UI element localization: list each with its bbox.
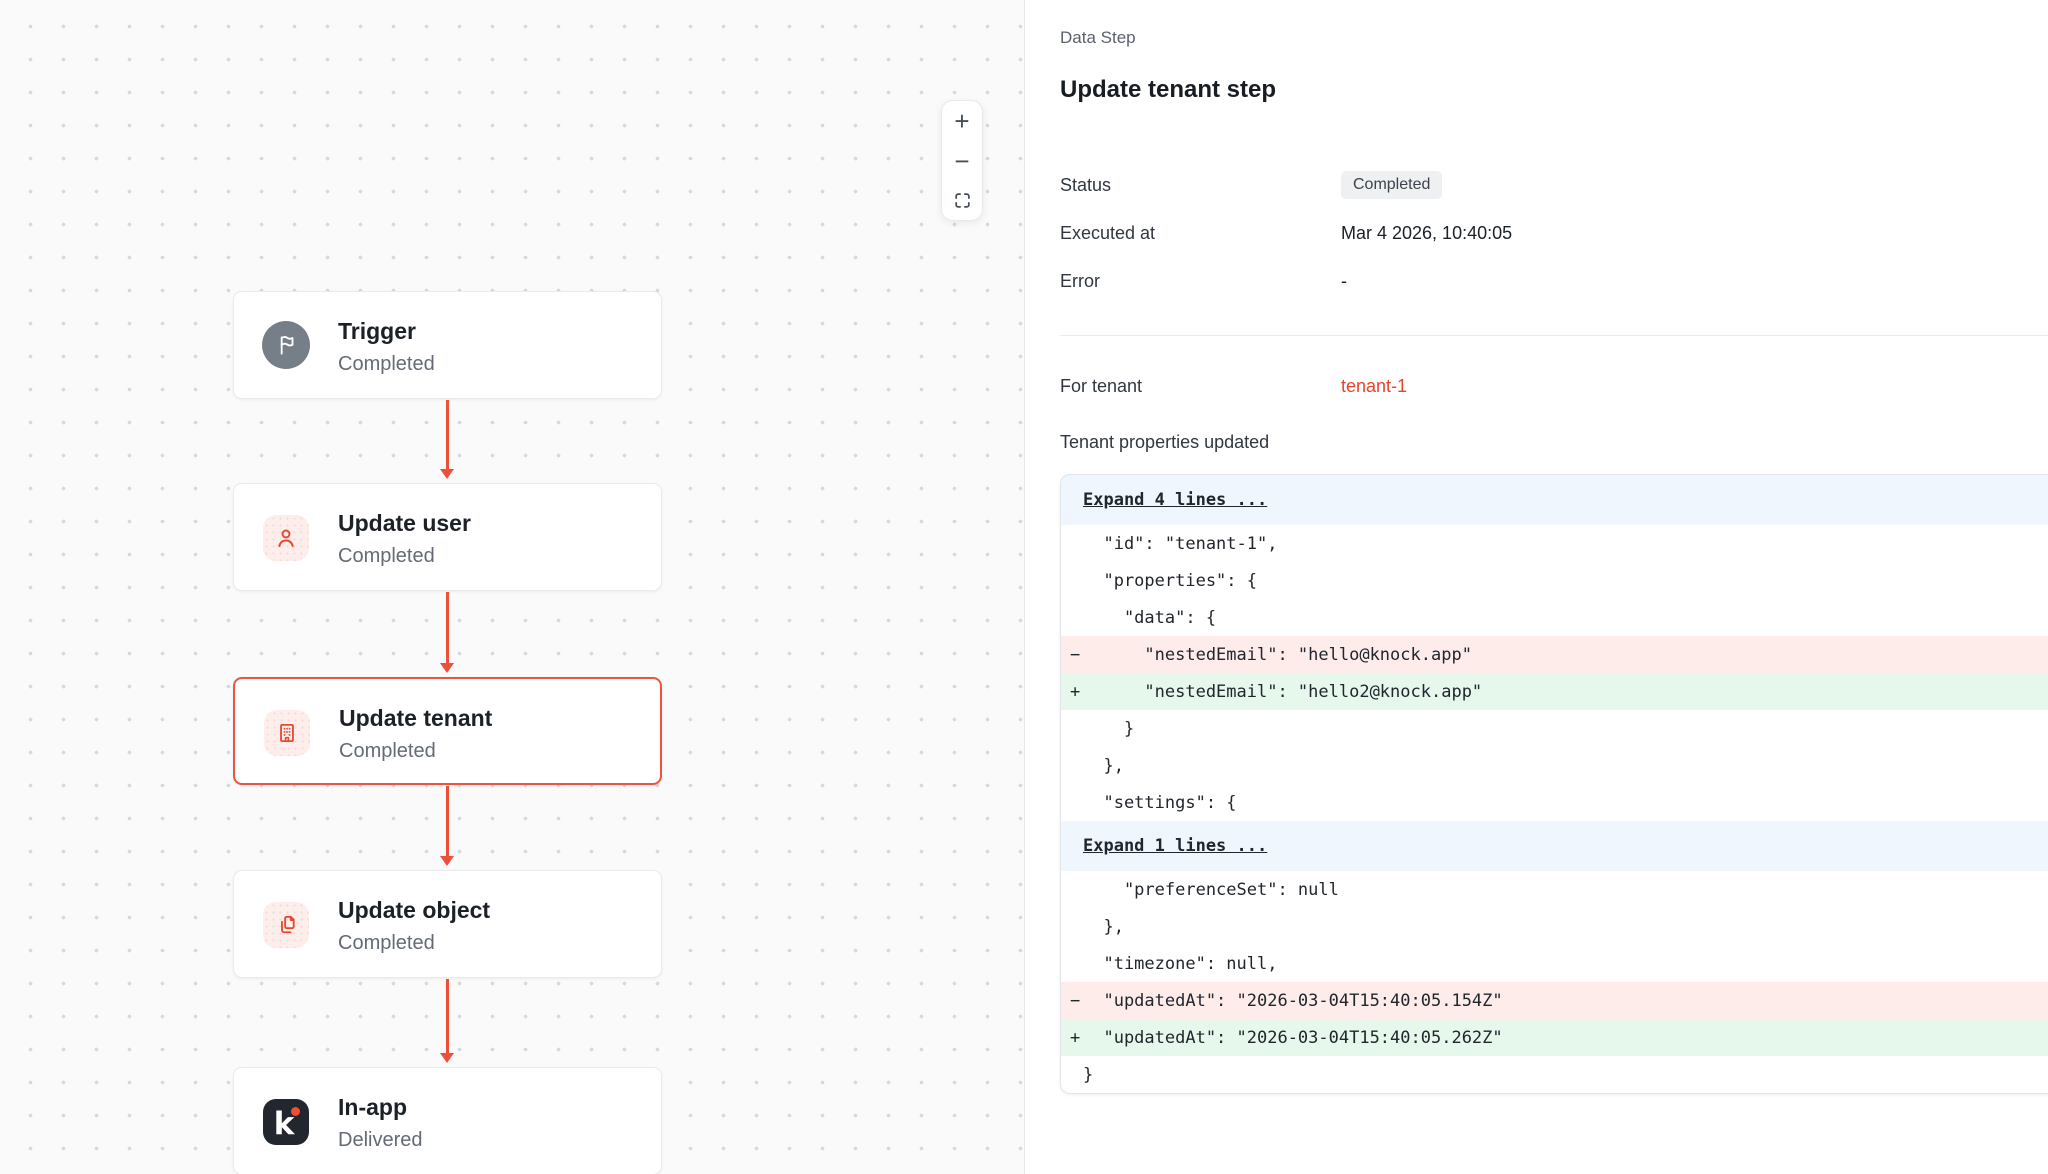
diff-line-removed: − "nestedEmail": "hello@knock.app" [1061,636,2048,673]
field-executed-at: Executed at Mar 4 2026, 10:40:05 [1060,216,2048,250]
diff-line: }, [1083,916,1124,937]
diff-line: } [1083,718,1135,739]
connector-arrow [440,786,454,866]
node-title: In-app [338,1094,407,1120]
panel-kicker: Data Step [1060,28,1136,47]
field-label: Status [1060,174,1112,195]
workflow-node-update-tenant[interactable]: Update tenant Completed [233,677,662,785]
fullscreen-icon [954,192,970,208]
workflow-node-in-app[interactable]: k In-app Delivered [233,1067,662,1174]
step-detail-panel: Data Step Update tenant step Status Comp… [1024,0,2048,1174]
knock-dot [291,1107,300,1116]
flag-icon [262,321,310,369]
user-icon [263,515,309,561]
knock-letter: k [273,1106,295,1142]
workflow-canvas[interactable]: Trigger Completed Update user Completed [0,0,1025,1174]
zoom-out-button[interactable]: − [942,141,982,181]
diff-line: "id": "tenant-1", [1083,533,1278,554]
minus-icon: − [954,145,970,176]
workflow-node-trigger[interactable]: Trigger Completed [233,291,662,399]
copy-icon [263,902,309,948]
workflow-node-update-object[interactable]: Update object Completed [233,870,662,978]
fit-view-button[interactable] [942,180,982,220]
executed-at-value: Mar 4 2026, 10:40:05 [1341,222,1513,243]
error-value: - [1341,270,1347,291]
status-badge: Completed [1341,171,1443,199]
tenant-link[interactable]: tenant-1 [1341,375,1408,396]
diff-line-added: + "updatedAt": "2026-03-04T15:40:05.262Z… [1061,1019,2048,1056]
node-title: Update object [338,897,491,923]
field-label: Executed at [1060,222,1156,243]
diff-line: "preferenceSet": null [1083,879,1339,900]
expand-lines-button[interactable]: Expand 4 lines ... [1061,475,2048,525]
connector-arrow [440,979,454,1063]
field-for-tenant: For tenant tenant-1 [1060,369,2048,403]
tenant-properties-diff: Expand 4 lines ... "id": "tenant-1", "pr… [1060,474,2048,1094]
node-title: Trigger [338,318,416,344]
zoom-in-button[interactable]: + [942,101,982,141]
diff-line-added: + "nestedEmail": "hello2@knock.app" [1061,673,2048,710]
node-title: Update user [338,510,471,536]
page-title: Update tenant step [1060,76,1277,103]
knock-logo-icon: k [263,1099,309,1145]
step-fields: Status Completed Executed at Mar 4 2026,… [1060,168,2048,298]
connector-arrow [440,592,454,673]
diff-line: "settings": { [1083,792,1237,813]
field-error: Error - [1060,264,2048,298]
connector-arrow [440,400,454,479]
node-status: Completed [339,740,436,762]
plus-icon: + [954,105,970,136]
section-title: Tenant properties updated [1060,432,1270,452]
diff-line: "timezone": null, [1083,953,1278,974]
field-label: Error [1060,270,1100,291]
node-status: Delivered [338,1129,423,1151]
diff-line: "properties": { [1083,570,1257,591]
expand-lines-button[interactable]: Expand 1 lines ... [1061,821,2048,871]
node-status: Completed [338,545,435,567]
section-divider [1060,335,2048,336]
diff-line: "data": { [1083,607,1217,628]
diff-line: } [1083,1064,1094,1085]
node-title: Update tenant [339,705,493,731]
node-status: Completed [338,932,435,954]
workflow-node-update-user[interactable]: Update user Completed [233,483,662,591]
canvas-zoom-controls: + − [941,100,983,221]
diff-line-removed: − "updatedAt": "2026-03-04T15:40:05.154Z… [1061,982,2048,1019]
field-label: For tenant [1060,375,1143,396]
diff-line: }, [1083,755,1124,776]
node-status: Completed [338,353,435,375]
field-status: Status Completed [1060,168,2048,202]
building-icon [264,710,310,756]
